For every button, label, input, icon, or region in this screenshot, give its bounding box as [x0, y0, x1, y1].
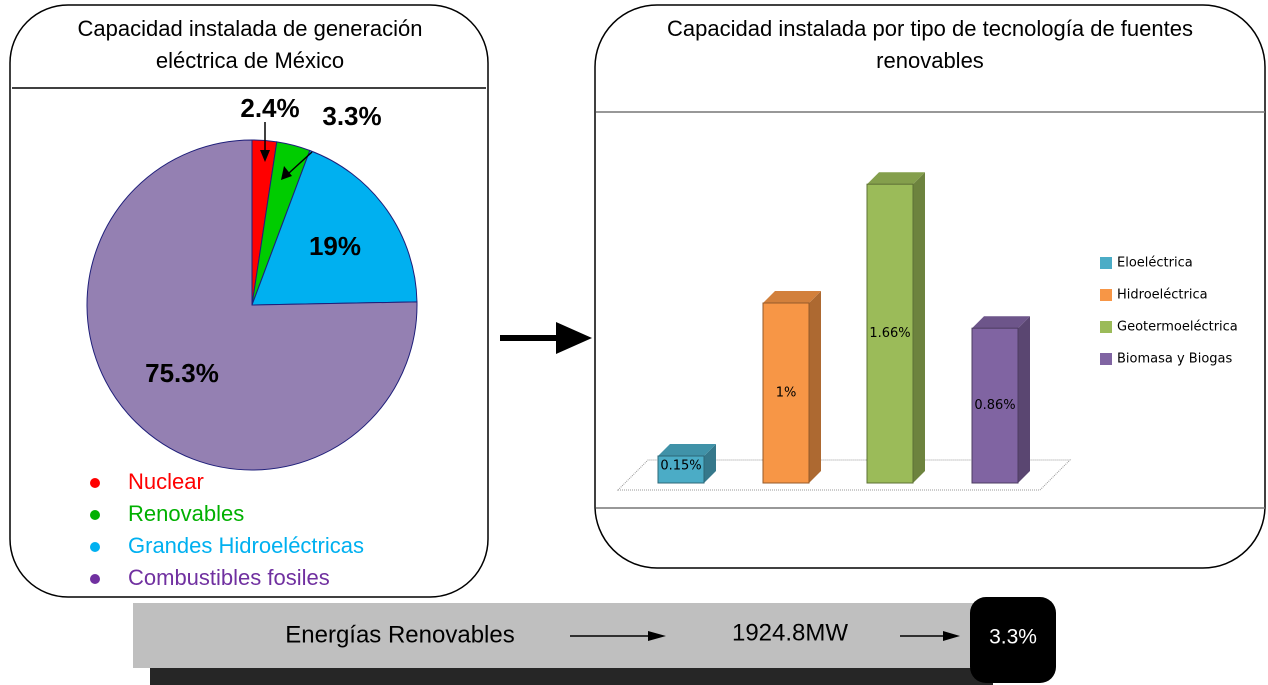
banner-shadow: [150, 665, 993, 685]
bar-value-label: 0.15%: [660, 459, 701, 474]
banner-arrow-head: [648, 631, 666, 641]
legend-label: Geotermoeléctrica: [1117, 320, 1238, 335]
legend-label: Eloeléctrica: [1117, 256, 1193, 271]
bar: [657, 455, 705, 484]
legend-label: Grandes Hidroeléctricas: [128, 533, 364, 558]
bar-top: [658, 444, 716, 456]
bar: [866, 183, 914, 484]
right-panel: [594, 4, 1266, 569]
legend-label: Biomasa y Biogas: [1117, 352, 1233, 367]
slice-label: 19%: [309, 231, 361, 261]
leader-head: [281, 166, 292, 180]
floor: [616, 459, 1072, 491]
share-box: [970, 597, 1056, 683]
pie-slice: [251, 149, 418, 306]
bar: [971, 327, 1019, 484]
legend-marker: [90, 542, 100, 552]
bar-value-label: 1.66%: [869, 326, 910, 341]
bar-side: [809, 291, 821, 483]
legend-swatch: [1100, 321, 1112, 333]
legend-label: Renovables: [128, 501, 244, 526]
legend-swatch: [1100, 353, 1112, 365]
bar-side: [913, 172, 925, 483]
bar-value-label: 0.86%: [974, 398, 1015, 413]
legend-label: Combustibles fosiles: [128, 565, 330, 590]
pie-title-line: eléctrica de México: [156, 48, 344, 73]
legend-swatch: [1100, 257, 1112, 269]
bar-value-label: 1%: [776, 386, 797, 401]
pie-title-line: Capacidad instalada de generación: [78, 16, 423, 41]
bar-top: [867, 172, 925, 185]
legend-marker: [90, 510, 100, 520]
legend-swatch: [1100, 289, 1112, 301]
bar-top: [972, 316, 1030, 329]
legend-label: Hidroeléctrica: [1117, 288, 1208, 303]
leader-head: [260, 150, 270, 162]
arrow-head: [556, 322, 592, 354]
bar-title-line: Capacidad instalada por tipo de tecnolog…: [667, 16, 1193, 41]
leader: [288, 151, 313, 174]
slice-label: 2.4%: [240, 93, 299, 123]
legend-label: Nuclear: [128, 469, 204, 494]
bar-side: [704, 444, 716, 483]
slice-label: 3.3%: [322, 101, 381, 131]
bar-top: [763, 291, 821, 303]
banner: [133, 603, 990, 668]
banner-arrow-head: [943, 631, 960, 641]
banner-label: Energías Renovables: [285, 621, 514, 648]
share-text: 3.3%: [989, 626, 1037, 649]
bar-title-line: renovables: [876, 48, 984, 73]
banner-amount: 1924.8MW: [732, 619, 848, 646]
slice-label: 75.3%: [145, 358, 219, 388]
bar: [762, 302, 810, 484]
bar-side: [1018, 316, 1030, 483]
legend-marker: [90, 574, 100, 584]
pie-slice: [86, 139, 418, 471]
legend-marker: [90, 478, 100, 488]
